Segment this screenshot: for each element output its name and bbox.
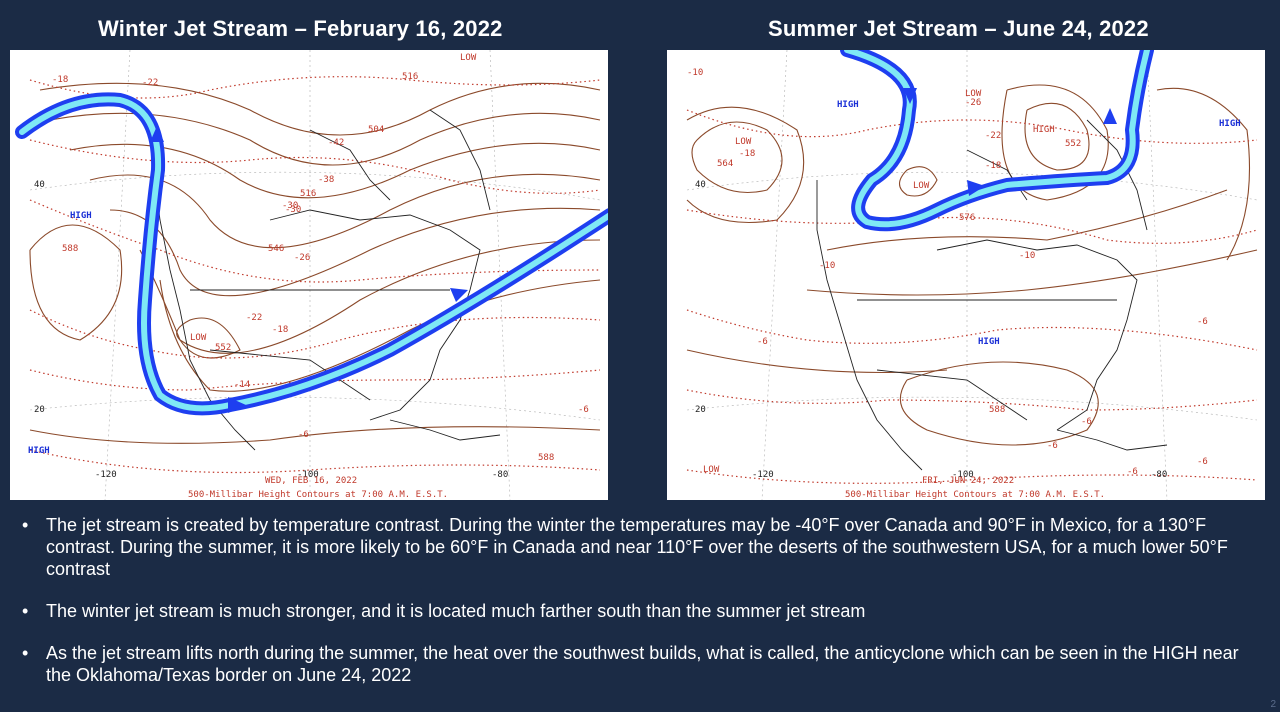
winter-contour-label: 504 (368, 125, 384, 135)
winter-jet-arrow-icon (150, 126, 164, 142)
bullet-item: • The winter jet stream is much stronger… (22, 600, 1262, 622)
winter-contour-label: 516 (300, 189, 316, 199)
winter-contour-label: -30 (285, 205, 301, 215)
summer-contour-label: -22 (985, 131, 1001, 141)
summer-contour-label: -26 (965, 98, 981, 108)
winter-graticule (29, 50, 601, 500)
winter-high-label: HIGH (28, 446, 50, 456)
winter-jet-stream-core (19, 96, 608, 412)
winter-date-label: WED, FEB 16, 2022 (265, 476, 357, 486)
summer-jet-arrow-icon (967, 180, 985, 196)
summer-contour-label: -6 (1047, 441, 1058, 451)
summer-temperature-contours (686, 109, 1258, 484)
winter-contour-label: -22 (142, 78, 158, 88)
winter-contour-label: 552 (215, 343, 231, 353)
winter-jet-stream-outer (15, 92, 608, 416)
summer-contour-label: -6 (1127, 467, 1138, 477)
summer-jet-stream-map: HIGH HIGH HIGH HIGH LOW LOW LOW LOW 40 2… (667, 50, 1265, 500)
bullet-text: The jet stream is created by temperature… (46, 515, 1228, 579)
winter-contour-label: -22 (246, 313, 262, 323)
summer-map-caption: 500-Millibar Height Contours at 7:00 A.M… (845, 490, 1105, 500)
winter-contour-label: -14 (234, 380, 250, 390)
winter-map-graphic: HIGH HIGH LOW LOW 40 20 -120 -100 -80 -1… (15, 50, 608, 500)
summer-graticule (686, 50, 1258, 500)
bullet-icon: • (22, 515, 29, 535)
winter-contour-label: 546 (268, 244, 284, 254)
summer-title: Summer Jet Stream – June 24, 2022 (768, 16, 1149, 41)
summer-low-label: LOW (913, 181, 930, 191)
bullet-icon: • (22, 643, 29, 663)
bullet-icon: • (22, 601, 29, 621)
winter-contour-label: 588 (538, 453, 554, 463)
winter-high-label: HIGH (70, 211, 92, 221)
winter-contour-label: 588 (62, 244, 78, 254)
winter-map-caption: 500-Millibar Height Contours at 7:00 A.M… (188, 490, 448, 500)
summer-low-label: LOW (703, 465, 720, 475)
winter-lat-label: 20 (34, 405, 45, 415)
winter-title: Winter Jet Stream – February 16, 2022 (98, 16, 503, 41)
summer-lon-label: -120 (752, 470, 774, 480)
winter-jet-stream-map: HIGH HIGH LOW LOW 40 20 -120 -100 -80 -1… (10, 50, 608, 500)
winter-lon-label: -80 (492, 470, 508, 480)
summer-lon-label: -100 (952, 470, 974, 480)
summer-date-label: FRI, JUN 24, 2022 (922, 476, 1014, 486)
winter-lon-label: -100 (297, 470, 319, 480)
winter-low-label: LOW (190, 333, 207, 343)
summer-contour-label: -10 (687, 68, 703, 78)
summer-contour-label: 564 (717, 159, 733, 169)
winter-contour-label: -30 (282, 201, 298, 211)
summer-contour-label: 576 (959, 213, 975, 223)
winter-lat-label: 40 (34, 180, 45, 190)
summer-jet-arrow-icon (903, 88, 917, 104)
bullet-text: The winter jet stream is much stronger, … (46, 601, 866, 621)
summer-height-contours (686, 84, 1258, 446)
winter-contour-label: -6 (298, 430, 309, 440)
page-number: 2 (1270, 699, 1276, 710)
summer-map-graphic: HIGH HIGH HIGH HIGH LOW LOW LOW LOW 40 2… (686, 50, 1258, 500)
winter-contour-label: 516 (402, 72, 418, 82)
summer-lat-label: 40 (695, 180, 706, 190)
summer-contour-label: -6 (1197, 317, 1208, 327)
winter-contour-label: -18 (52, 75, 68, 85)
summer-contour-label: -18 (985, 161, 1001, 171)
winter-low-label: LOW (460, 53, 477, 63)
winter-jet-arrow-icon (450, 288, 468, 302)
winter-contour-label: -6 (578, 405, 589, 415)
summer-lon-label: -80 (1151, 470, 1167, 480)
summer-jet-arrow-icon (1103, 108, 1117, 124)
summer-contour-label: -18 (739, 149, 755, 159)
summer-contour-label: 588 (989, 405, 1005, 415)
bullet-text: As the jet stream lifts north during the… (46, 643, 1239, 685)
winter-jet-arrow-icon (228, 397, 246, 413)
bullet-list: • The jet stream is created by temperatu… (22, 514, 1262, 706)
summer-contour-label: -6 (1081, 417, 1092, 427)
winter-contour-label: -26 (294, 253, 310, 263)
bullet-item: • The jet stream is created by temperatu… (22, 514, 1262, 580)
summer-low-label: LOW (965, 89, 982, 99)
summer-high-label: HIGH (978, 337, 1000, 347)
winter-contour-label: -42 (328, 138, 344, 148)
summer-contour-label: -10 (819, 261, 835, 271)
summer-jet-stream-core (844, 50, 1150, 228)
summer-high-label: HIGH (837, 100, 859, 110)
winter-lon-label: -120 (95, 470, 117, 480)
bullet-item: • As the jet stream lifts north during t… (22, 642, 1262, 686)
summer-contour-label: -10 (1019, 251, 1035, 261)
summer-contour-label: 552 (1065, 139, 1081, 149)
summer-contour-label: -6 (1197, 457, 1208, 467)
winter-contour-label: -18 (272, 325, 288, 335)
summer-high-label: HIGH (1219, 119, 1241, 129)
summer-coastlines (816, 119, 1168, 471)
winter-coastlines (154, 109, 501, 451)
summer-high-label: HIGH (1033, 125, 1055, 135)
winter-contour-label: -38 (318, 175, 334, 185)
summer-contour-label: -6 (757, 337, 768, 347)
summer-low-label: LOW (735, 137, 752, 147)
summer-lat-label: 20 (695, 405, 706, 415)
